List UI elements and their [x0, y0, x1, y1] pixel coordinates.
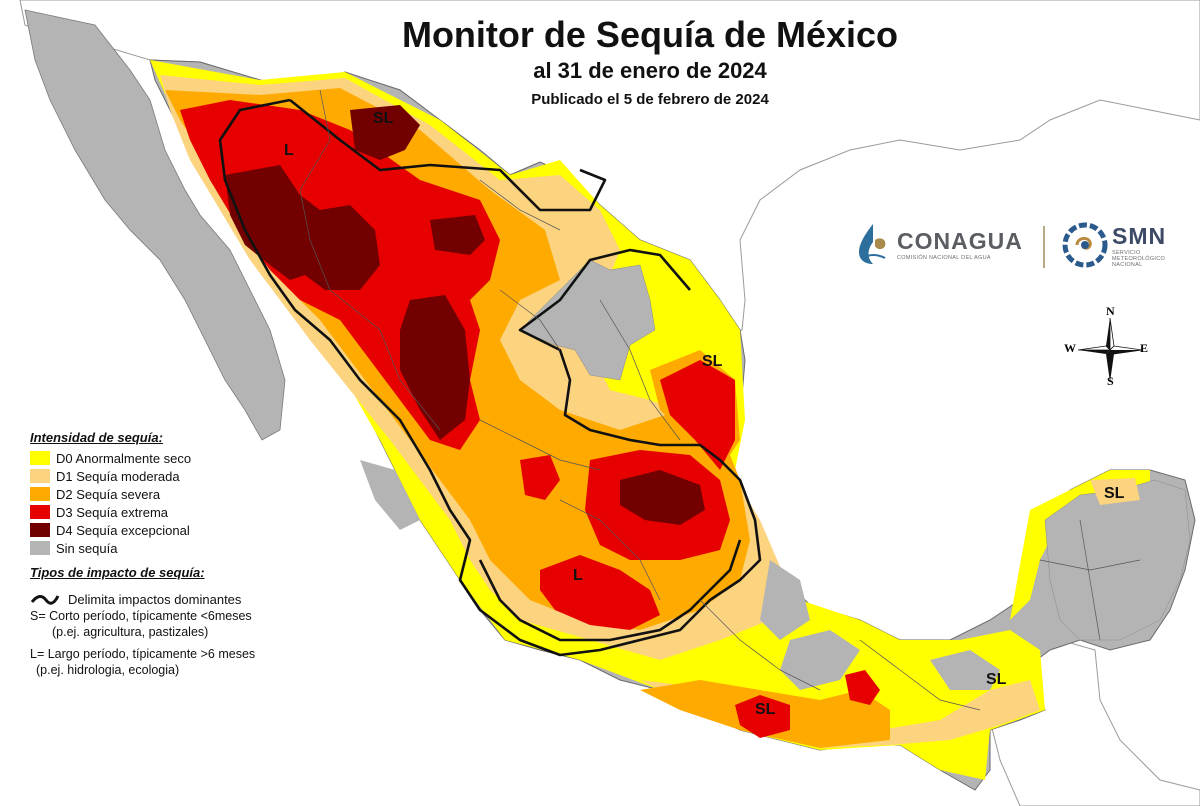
conagua-logo: CONAGUA COMISIÓN NACIONAL DEL AGUA — [855, 222, 1023, 266]
compass-e: E — [1140, 341, 1149, 355]
impact-boundary-inner — [478, 539, 742, 642]
legend-label-d4: D4 Sequía excepcional — [56, 522, 190, 538]
compass-s: S — [1107, 374, 1114, 388]
smn-tagline-3: NACIONAL — [1112, 261, 1143, 268]
legend-label-d0: D0 Anormalmente seco — [56, 450, 192, 466]
legend-label-no-drought: Sin sequía — [56, 540, 118, 556]
legend-swatch-d3 — [30, 505, 50, 519]
map-label-yucatan-sl: SL — [1104, 485, 1125, 502]
legend-label-d1: D1 Sequía moderada — [56, 468, 180, 484]
d3-oaxaca — [845, 670, 880, 705]
d4-center — [620, 470, 705, 525]
conagua-tagline: COMISIÓN NACIONAL DEL AGUA — [897, 254, 991, 261]
legend-boundary-item: Delimita impactos dominantes — [30, 590, 330, 608]
smn-logo: SMN SERVICIO METEOROLÓGICO NACIONAL — [1062, 222, 1166, 268]
map-label-nw-l: L — [284, 142, 294, 159]
map-label-ne-sl: SL — [702, 353, 723, 370]
legend-label-d3: D3 Sequía extrema — [56, 504, 169, 520]
smn-tagline-2: METEOROLÓGICO — [1112, 255, 1166, 262]
legend-item-d2: D2 Sequía severa — [30, 485, 330, 503]
map-label-south-sl: SL — [755, 701, 776, 718]
map-label-se-sl: SL — [986, 671, 1007, 688]
d4-chihuahua — [350, 105, 420, 160]
gray-chiapas — [930, 650, 1000, 690]
gray-oaxaca — [780, 630, 860, 690]
state-borders — [299, 89, 1141, 711]
legend-label-d2: D2 Sequía severa — [56, 486, 161, 502]
d3-ne — [660, 360, 735, 470]
baja-california — [24, 9, 286, 441]
legend-long-line2: (p.ej. hidrologia, ecologia) — [36, 663, 180, 677]
map-title: Monitor de Sequía de México — [401, 14, 899, 55]
d3-south — [735, 695, 790, 738]
legend-item-d1: D1 Sequía moderada — [30, 467, 330, 485]
publication-date: Publicado el 5 de febrero de 2024 — [531, 91, 769, 108]
boundary-line-icon — [30, 595, 60, 605]
map-subtitle: al 31 de enero de 2024 — [533, 58, 767, 83]
d4-sonora — [225, 165, 380, 290]
legend-short-line2: (p.ej. agricultura, pastizales) — [52, 625, 209, 639]
legend-swatch-d0 — [30, 451, 50, 465]
legend-item-d0: D0 Anormalmente seco — [30, 449, 330, 467]
legend-swatch-d4 — [30, 523, 50, 537]
map-label-center-l: L — [573, 567, 583, 584]
legend-swatch-d1 — [30, 469, 50, 483]
d3-west-center — [540, 555, 660, 630]
compass-star-icon — [1077, 317, 1143, 382]
legend-item-no-drought: Sin sequía — [30, 539, 330, 557]
d1-south — [640, 680, 1040, 748]
gray-sinaloa-coast — [360, 460, 420, 530]
legend-intensity-title: Intensidad de sequía: — [30, 430, 163, 445]
d4-durango — [400, 295, 470, 440]
compass-rose: N S E W — [1064, 304, 1150, 390]
logo-divider — [1043, 226, 1045, 268]
legend-impact-title: Tipos de impacto de sequía: — [30, 565, 205, 580]
d0-yucatan — [1010, 470, 1150, 620]
legend-short-line1: S= Corto período, típicamente <6meses — [30, 609, 252, 623]
smn-tagline-1: SERVICIO — [1112, 249, 1141, 256]
legend-item-d4: D4 Sequía excepcional — [30, 521, 330, 539]
smn-name: SMN — [1112, 222, 1167, 249]
d1-yucatan-north — [1090, 478, 1140, 505]
compass-n: N — [1106, 304, 1115, 318]
smn-emblem-icon — [1062, 222, 1108, 268]
map-label-nw-sl: SL — [373, 110, 394, 127]
legend-swatch-d2 — [30, 487, 50, 501]
legend-long-line1: L= Largo período, típicamente >6 meses — [30, 647, 256, 661]
compass-w: W — [1064, 341, 1076, 355]
gray-veracruz — [760, 560, 810, 640]
legend-item-d3: D3 Sequía extrema — [30, 503, 330, 521]
d3-center-small — [520, 455, 560, 500]
legend: Intensidad de sequía: D0 Anormalmente se… — [30, 430, 330, 678]
conagua-name: CONAGUA — [897, 227, 1023, 254]
legend-swatch-no-drought — [30, 541, 50, 555]
conagua-emblem-icon — [859, 224, 886, 264]
impact-boundary-north — [218, 98, 762, 657]
d4-center-north — [430, 215, 485, 255]
legend-boundary-label: Delimita impactos dominantes — [68, 591, 242, 607]
